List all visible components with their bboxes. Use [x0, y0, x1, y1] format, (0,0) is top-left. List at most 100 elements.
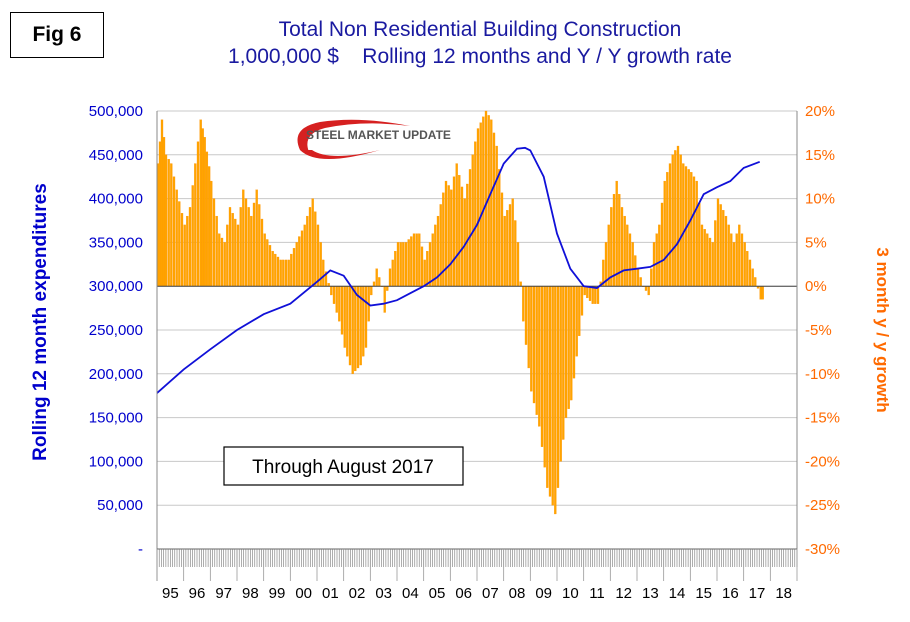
growth-bar: [676, 145, 680, 287]
growth-bar: [372, 281, 376, 287]
growth-bar: [711, 242, 714, 287]
growth-bar: [594, 286, 597, 304]
growth-bar: [636, 268, 640, 287]
growth-bar: [543, 286, 546, 468]
growth-bar: [351, 286, 354, 374]
growth-bar: [626, 224, 629, 287]
growth-bar: [271, 251, 274, 287]
x-tick-label: 97: [215, 585, 232, 602]
x-tick-label: 96: [189, 585, 206, 602]
growth-bar: [207, 166, 211, 287]
growth-bar: [218, 233, 221, 287]
growth-bar: [196, 141, 200, 287]
growth-bar: [205, 151, 209, 287]
title-line-1: Total Non Residential Building Construct…: [278, 18, 682, 41]
growth-bar: [160, 119, 164, 287]
growth-bar: [620, 207, 624, 287]
growth-bar: [223, 242, 226, 287]
left-tick-label: 350,000: [89, 234, 143, 251]
growth-bar: [479, 122, 482, 287]
growth-bar: [314, 211, 317, 287]
growth-bar: [458, 175, 461, 287]
growth-bar: [210, 180, 213, 287]
growth-bar: [431, 233, 434, 287]
growth-bar: [644, 286, 648, 291]
growth-bar: [311, 198, 314, 287]
growth-bar: [236, 224, 240, 287]
growth-bar: [743, 242, 746, 287]
x-tick-label: 05: [429, 585, 446, 602]
growth-bar: [580, 286, 584, 316]
growth-bar: [700, 224, 704, 287]
growth-bar: [255, 189, 258, 287]
annotation-text: Through August 2017: [252, 457, 434, 478]
left-tick-label: 50,000: [97, 497, 143, 514]
growth-bar: [282, 259, 285, 287]
growth-bar: [428, 242, 432, 287]
growth-bar: [532, 286, 536, 404]
growth-bar: [588, 286, 592, 301]
growth-bar: [634, 255, 637, 287]
expenditure-line: [156, 146, 761, 394]
expenditure-line-layer: [156, 146, 761, 394]
growth-bar: [356, 286, 360, 369]
growth-bar: [484, 110, 488, 287]
x-tick-label: 08: [509, 585, 526, 602]
growth-bar: [201, 128, 204, 287]
x-tick-label: 12: [615, 585, 632, 602]
right-tick-label: -25%: [805, 497, 840, 514]
right-tick-label: 20%: [805, 103, 835, 120]
growth-bar: [279, 259, 282, 287]
growth-bar: [231, 213, 234, 287]
growth-bar: [575, 286, 578, 357]
growth-bar: [730, 233, 733, 287]
growth-bar: [338, 286, 341, 322]
growth-bar: [695, 180, 698, 287]
right-tick-label: -5%: [805, 322, 832, 339]
growth-bar: [738, 224, 741, 287]
right-axis-ticks: -30% -25% -20% -15% -10% -5% 0% 5% 10% 15% 20%: [805, 103, 840, 558]
growth-bar: [559, 286, 562, 462]
growth-bar: [615, 180, 618, 287]
growth-bar: [292, 248, 296, 287]
growth-bar: [332, 286, 336, 304]
growth-bar: [167, 159, 170, 287]
growth-bar: [375, 268, 378, 287]
growth-bar: [647, 286, 650, 296]
growth-bar: [586, 286, 589, 299]
growth-bar: [188, 207, 192, 287]
growth-bar: [530, 286, 533, 392]
axes: [156, 111, 798, 581]
growth-bar: [386, 286, 389, 291]
growth-bar: [548, 286, 552, 497]
growth-bar: [735, 233, 738, 287]
growth-bar: [228, 207, 232, 287]
growth-bar: [258, 204, 261, 287]
x-tick-label: 06: [455, 585, 472, 602]
growth-bar: [420, 246, 424, 287]
growth-bar: [186, 215, 189, 287]
x-tick-label: 13: [642, 585, 659, 602]
growth-bar: [668, 163, 672, 287]
growth-bar: [183, 224, 186, 287]
growth-bar: [706, 233, 709, 287]
growth-bar: [591, 286, 594, 304]
growth-bar: [260, 218, 264, 287]
growth-bar: [506, 210, 509, 287]
growth-bar: [164, 154, 168, 287]
x-tick-label: 17: [749, 585, 766, 602]
growth-bar: [719, 204, 722, 287]
growth-bar: [306, 215, 309, 287]
growth-bar: [290, 253, 293, 287]
growth-bar: [316, 224, 320, 287]
growth-bar: [679, 154, 682, 287]
growth-bar: [490, 119, 493, 287]
growth-bar: [335, 286, 338, 313]
logo-text: STEEL MARKET UPDATE: [306, 128, 451, 142]
right-tick-label: -20%: [805, 453, 840, 470]
right-tick-label: -15%: [805, 410, 840, 427]
growth-bar: [562, 286, 565, 440]
growth-bar: [538, 286, 541, 427]
growth-bar: [527, 286, 530, 369]
